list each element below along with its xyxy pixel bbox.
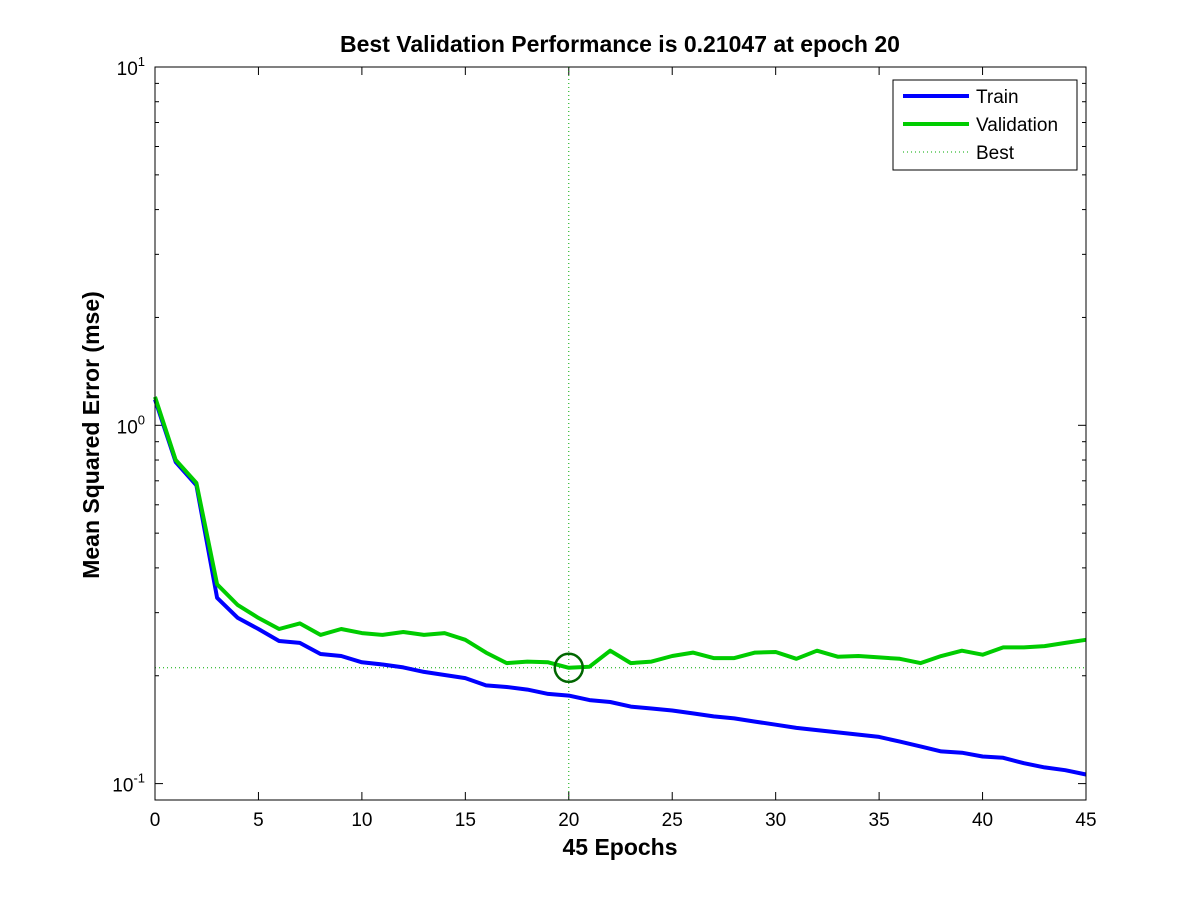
plot-area xyxy=(155,67,1086,800)
x-tick-label: 20 xyxy=(558,810,579,831)
series-line-validation xyxy=(153,396,1087,670)
x-tick-label: 15 xyxy=(455,810,476,831)
series-line-train xyxy=(153,398,1087,777)
series xyxy=(153,396,1087,777)
x-tick-label: 40 xyxy=(972,810,993,831)
y-tick-label: 101 xyxy=(117,54,145,80)
legend-best-label: Best xyxy=(976,143,1015,164)
legend-validation-label: Validation xyxy=(976,115,1058,136)
chart-title: Best Validation Performance is 0.21047 a… xyxy=(340,31,900,57)
y-axis-label: Mean Squared Error (mse) xyxy=(78,291,104,579)
best-marker xyxy=(553,652,585,684)
y-tick-label: 100 xyxy=(117,412,145,438)
x-tick-label: 5 xyxy=(253,810,264,831)
legend: Train Validation Best xyxy=(892,79,1078,171)
ticks: 0 5 10 15 20 25 30 35 40 45 10-1 100 101 xyxy=(112,54,1096,831)
x-tick-label: 25 xyxy=(662,810,683,831)
x-axis-label: 45 Epochs xyxy=(562,834,677,860)
plot-frame xyxy=(154,66,1087,801)
x-tick-label: 45 xyxy=(1075,810,1096,831)
x-tick-label: 0 xyxy=(150,810,161,831)
legend-train-label: Train xyxy=(976,87,1019,108)
x-tick-label: 10 xyxy=(351,810,372,831)
x-tick-label: 35 xyxy=(869,810,890,831)
y-tick-label: 10-1 xyxy=(112,771,145,797)
x-tick-label: 30 xyxy=(765,810,786,831)
